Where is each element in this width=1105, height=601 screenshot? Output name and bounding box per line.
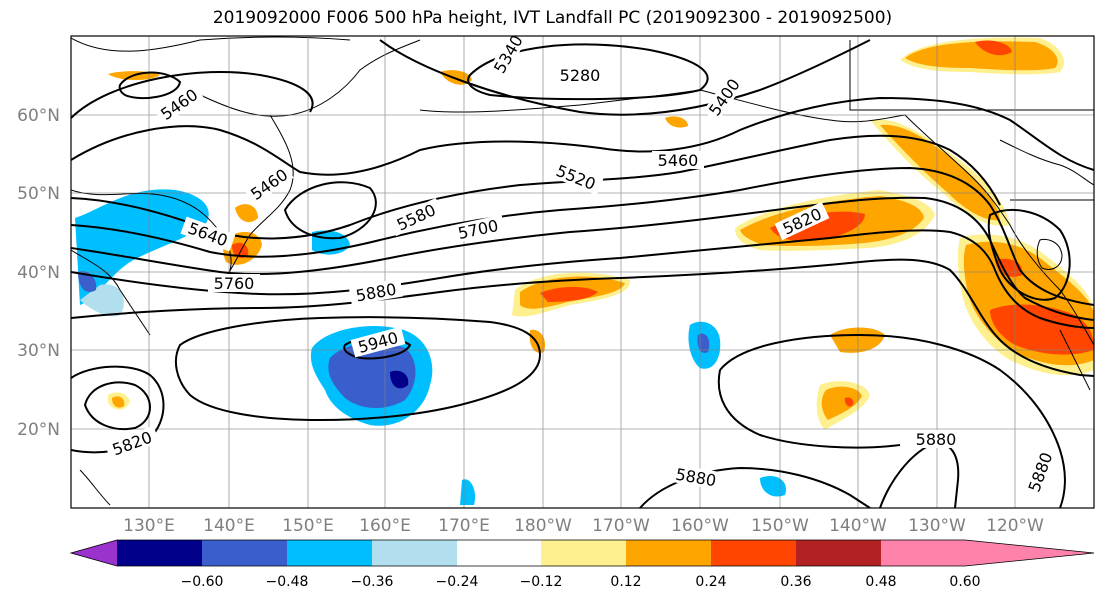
colorbar-tick-label: −0.48: [266, 574, 309, 590]
map-border: [70, 35, 1095, 509]
colorbar-tick-label: −0.12: [520, 574, 563, 590]
colorbar-segment: [796, 540, 881, 566]
longitude-axis: 130°E 140°E 150°E 160°E 170°E 180°W 170°…: [123, 516, 1044, 536]
ivt-positive-region: [975, 40, 1012, 56]
ivt-negative-region: [760, 475, 786, 497]
lat-tick-label: 50°N: [17, 184, 60, 204]
colorbar-tick-label: −0.24: [436, 574, 479, 590]
lon-tick-label: 150°W: [751, 516, 809, 536]
ivt-positive-region: [844, 397, 854, 407]
height-contours: [71, 39, 1094, 508]
lat-tick-label: 30°N: [17, 341, 60, 361]
lon-tick-label: 170°W: [592, 516, 650, 536]
lon-tick-label: 160°W: [671, 516, 729, 536]
colorbar-segment: [287, 540, 372, 566]
colorbar-segment: [541, 540, 626, 566]
ivt-positive-region: [112, 396, 125, 408]
colorbar-tick-label: 0.12: [610, 574, 641, 590]
colorbar-segment: [372, 540, 457, 566]
ivt-negative-region: [80, 284, 124, 317]
ivt-positive-region: [821, 386, 862, 420]
ivt-positive-region: [830, 327, 885, 353]
lon-tick-label: 170°E: [438, 516, 490, 536]
contour-label: 5280: [560, 66, 601, 85]
lon-tick-label: 130°W: [908, 516, 966, 536]
ivt-negative-region: [390, 370, 409, 389]
colorbar: −0.60 −0.48 −0.36 −0.24 −0.12 0.12 0.24 …: [69, 539, 1095, 590]
ivt-positive-region: [235, 204, 258, 223]
colorbar-segment: [457, 540, 541, 566]
figure-title: 2019092000 F006 500 hPa height, IVT Land…: [212, 8, 893, 28]
colorbar-segment: [71, 540, 117, 566]
colorbar-tick-label: 0.48: [865, 574, 896, 590]
ivt-positive-region: [232, 242, 249, 259]
colorbar-segment: [881, 540, 965, 566]
coastlines: [71, 36, 1094, 506]
ivt-positive-region: [540, 286, 598, 302]
colorbar-tick-label: 0.60: [949, 574, 980, 590]
colorbar-segment: [711, 540, 796, 566]
colorbar-segment: [626, 540, 711, 566]
colorbar-segment: [117, 540, 202, 566]
lon-tick-label: 180°W: [514, 516, 572, 536]
contour-label: 5880: [916, 430, 957, 449]
lon-tick-label: 160°E: [359, 516, 411, 536]
lat-tick-label: 20°N: [17, 420, 60, 440]
ivt-positive-region: [905, 41, 1058, 71]
lon-tick-label: 140°E: [203, 516, 255, 536]
ivt-negative-region: [328, 342, 416, 409]
lon-tick-label: 130°E: [123, 516, 175, 536]
colorbar-segment: [202, 540, 287, 566]
colorbar-tick-label: −0.60: [181, 574, 224, 590]
ivt-positive-region: [529, 329, 546, 353]
lat-tick-label: 40°N: [17, 263, 60, 283]
ivt-negative-region: [697, 333, 710, 353]
contour-label: 5760: [214, 274, 255, 293]
ivt-positive-region: [665, 116, 688, 128]
colorbar-segment: [965, 540, 1094, 566]
gridlines: [71, 36, 1094, 508]
colorbar-tick-label: 0.24: [695, 574, 726, 590]
lon-tick-label: 150°E: [282, 516, 334, 536]
lon-tick-label: 120°W: [986, 516, 1044, 536]
contour-label: 5460: [658, 151, 699, 170]
colorbar-tick-label: −0.36: [351, 574, 394, 590]
latitude-axis: 60°N 50°N 40°N 30°N 20°N: [17, 106, 60, 440]
lat-tick-label: 60°N: [17, 106, 60, 126]
lon-tick-label: 140°W: [829, 516, 887, 536]
colorbar-tick-label: 0.36: [780, 574, 811, 590]
ivt-positive-region: [990, 304, 1094, 355]
